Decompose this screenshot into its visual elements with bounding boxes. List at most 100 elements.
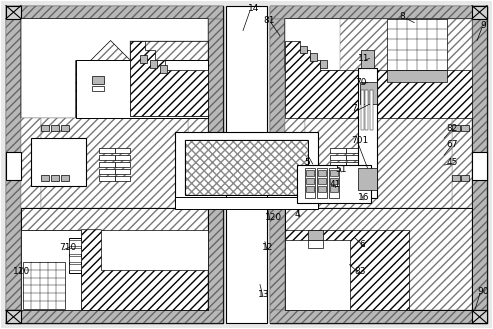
Text: 9: 9 [480,21,486,30]
Bar [472,6,487,19]
Bar [330,170,338,176]
Text: 82: 82 [446,124,458,133]
Bar [306,186,314,192]
Bar [317,170,326,176]
Bar [208,19,223,310]
Bar [329,168,339,198]
Bar [114,155,131,160]
Bar [346,155,361,160]
Bar [114,162,131,167]
Bar [330,176,346,181]
Bar [131,40,208,116]
Bar [99,176,114,181]
Bar [297,165,371,203]
Bar [61,125,69,131]
Bar [306,170,314,176]
Text: 90: 90 [477,287,489,296]
Bar [365,90,368,130]
Bar [41,118,188,208]
Text: 83: 83 [354,267,366,276]
Bar [319,61,327,68]
Bar [21,19,208,118]
Bar [472,19,487,310]
Bar [346,162,361,167]
Bar [6,6,223,19]
Text: 14: 14 [248,4,259,13]
Bar [99,169,114,174]
Bar [270,19,285,310]
Text: 5: 5 [305,158,311,166]
Polygon shape [285,40,472,118]
Bar [370,90,374,130]
Bar [51,125,59,131]
Bar [359,82,378,104]
Text: 51: 51 [336,165,347,174]
Bar [226,195,267,205]
Text: 8: 8 [399,12,405,21]
Bar [6,310,21,323]
Bar [305,168,315,198]
Bar [31,138,86,186]
Bar [99,162,114,167]
Bar [317,186,326,192]
Bar [226,6,267,153]
Text: 6: 6 [359,240,365,249]
Text: 16: 16 [357,193,369,202]
Bar [285,19,472,118]
Bar [131,40,208,116]
Bar [160,65,167,73]
Bar [270,6,487,19]
Bar [360,90,363,130]
Bar [270,6,487,323]
Bar [114,169,131,174]
Bar [51,175,59,181]
Bar [99,148,114,153]
Bar [308,230,323,240]
Text: 110: 110 [13,267,30,276]
Bar [317,178,326,184]
Text: 710: 710 [59,243,76,252]
Bar [452,125,460,131]
Bar [317,168,327,198]
Bar [69,256,81,262]
Bar [21,19,208,310]
Text: 41: 41 [330,180,341,190]
Bar [346,148,361,153]
Bar [360,50,375,68]
Bar [387,19,447,70]
Text: 13: 13 [258,290,270,299]
Bar [69,238,81,272]
Bar [188,118,208,208]
Bar [21,208,208,310]
Bar [330,162,346,167]
Bar [270,310,487,323]
Bar [176,132,317,204]
Bar [340,19,472,88]
Bar [23,262,65,309]
Bar [114,176,131,181]
Polygon shape [285,230,409,310]
Bar [472,152,487,180]
Bar [310,54,317,62]
Bar [300,45,307,54]
Bar [306,178,314,184]
Bar [6,6,21,19]
Bar [452,175,460,181]
Bar [185,140,308,195]
Bar [346,176,361,181]
Bar [330,186,338,192]
Bar [41,125,49,131]
Polygon shape [131,40,208,116]
Bar [6,6,223,323]
Bar [330,178,338,184]
Bar [270,19,472,310]
Bar [472,310,487,323]
Bar [357,68,378,198]
Bar [92,86,104,91]
Polygon shape [285,19,472,70]
Bar [330,169,346,174]
Bar [285,208,472,310]
Bar [150,61,157,68]
Bar [6,19,21,310]
Bar [461,175,469,181]
